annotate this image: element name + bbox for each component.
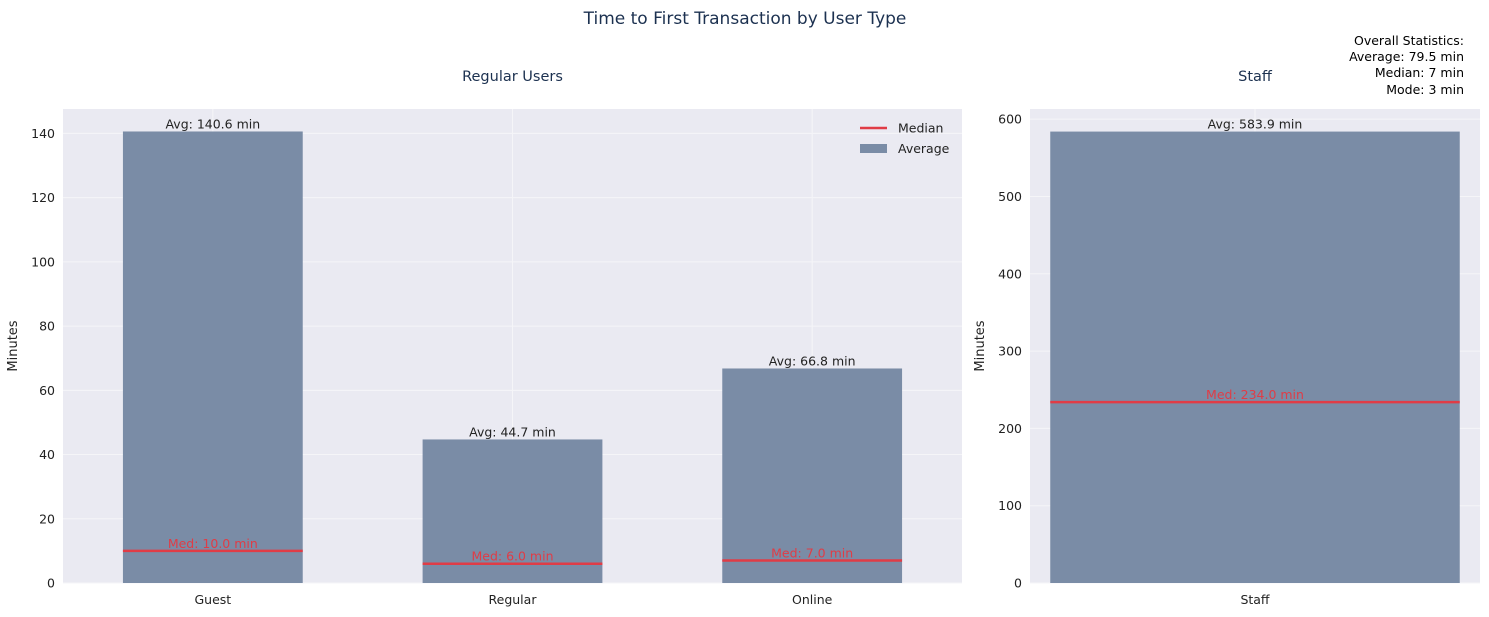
stats-line-3: Median: 7 min <box>1375 65 1464 80</box>
x-tick-label: Guest <box>194 592 231 607</box>
bar-average <box>1050 131 1460 583</box>
median-label: Med: 234.0 min <box>1206 387 1304 402</box>
y-tick-label: 80 <box>39 319 55 334</box>
chart-panels: Regular Users 0 20 40 60 80 100 120 140 Minutes Av… <box>6 69 1480 607</box>
bar-avg-label: Avg: 66.8 min <box>769 353 856 368</box>
stats-line-2: Average: 79.5 min <box>1349 49 1464 64</box>
bar-avg-label: Avg: 140.6 min <box>165 116 260 131</box>
stats-line-4: Mode: 3 min <box>1386 82 1464 97</box>
bar-average <box>122 131 303 583</box>
y-tick-label: 100 <box>31 254 55 269</box>
median-label: Med: 10.0 min <box>168 536 258 551</box>
y-tick-label: 140 <box>31 126 55 141</box>
y-tick-label: 400 <box>998 266 1022 281</box>
y-tick-label: 300 <box>998 344 1022 359</box>
stats-line-1: Overall Statistics: <box>1354 33 1464 48</box>
chart-panel-2: Staff 0 100 200 300 400 500 600 Minutes Avg: 583.… <box>973 69 1480 607</box>
legend-average-label: Average <box>898 141 950 156</box>
y-tick-label: 20 <box>39 511 55 526</box>
x-tick-label: Online <box>792 592 833 607</box>
panel-title: Regular Users <box>462 69 563 85</box>
median-label: Med: 7.0 min <box>771 546 853 561</box>
panel-title: Staff <box>1238 69 1273 85</box>
y-tick-label: 0 <box>1014 576 1022 591</box>
bar-average <box>422 439 603 583</box>
y-tick-label: 120 <box>31 190 55 205</box>
legend: Median Average <box>860 121 950 156</box>
legend-average-swatch <box>860 144 887 153</box>
x-tick-label: Staff <box>1240 592 1269 607</box>
bar-avg-label: Avg: 44.7 min <box>469 424 556 439</box>
x-tick-label: Regular <box>489 592 538 607</box>
chart-panel-1: Regular Users 0 20 40 60 80 100 120 140 Minutes Av… <box>6 69 962 607</box>
y-axis-label: Minutes <box>6 320 21 371</box>
legend-median-label: Median <box>898 121 943 136</box>
y-tick-label: 60 <box>39 383 55 398</box>
y-tick-label: 500 <box>998 189 1022 204</box>
y-tick-label: 40 <box>39 447 55 462</box>
bar-average <box>722 368 903 583</box>
bar-avg-label: Avg: 583.9 min <box>1208 117 1303 132</box>
figure-title: Time to First Transaction by User Type <box>583 9 907 29</box>
y-tick-label: 0 <box>47 576 55 591</box>
y-tick-label: 600 <box>998 112 1022 127</box>
median-label: Med: 6.0 min <box>471 549 553 564</box>
y-axis-label: Minutes <box>973 320 988 371</box>
y-tick-label: 200 <box>998 421 1022 436</box>
y-tick-label: 100 <box>998 498 1022 513</box>
